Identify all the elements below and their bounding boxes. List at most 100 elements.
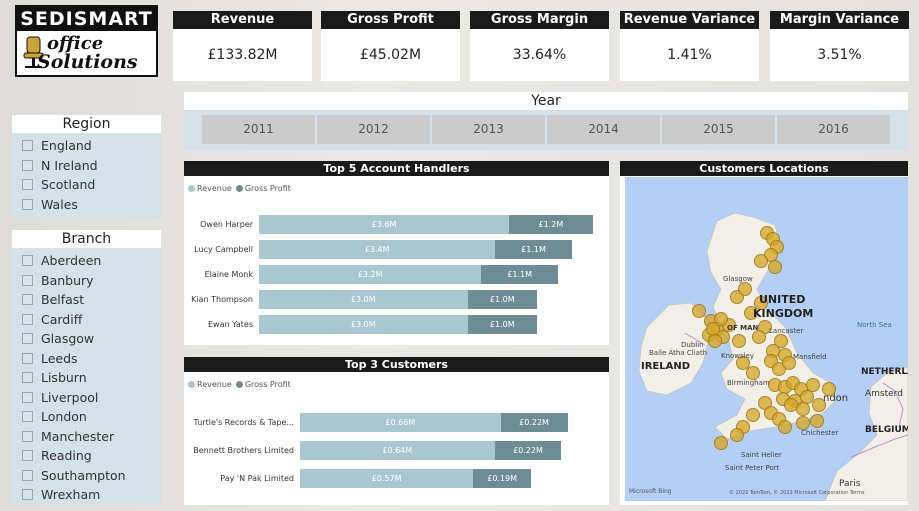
branch-option-glasgow[interactable]: Glasgow [12,329,161,349]
branch-option-belfast[interactable]: Belfast [12,290,161,310]
option-label: Lisburn [41,370,87,386]
checkbox[interactable] [22,179,33,191]
top-customers-chart: Top 3 Customers Revenue Gross Profit Tur… [184,357,609,505]
branch-option-banbury[interactable]: Banbury [12,271,161,291]
revenue-bar[interactable]: £3.2M [259,265,482,284]
gross-profit-bar[interactable]: £1.1M [481,265,558,284]
customer-location-marker[interactable] [714,312,728,326]
branch-option-lisburn[interactable]: Lisburn [12,368,161,388]
map-bing-attribution: Microsoft Bing [629,488,672,495]
option-label: Glasgow [41,331,95,347]
kpi-card-gross-margin: Gross Margin 33.64% [470,11,609,81]
customer-location-marker[interactable] [732,334,746,348]
revenue-bar[interactable]: £3.6M [259,215,510,234]
branch-option-cardiff[interactable]: Cardiff [12,310,161,330]
checkbox[interactable] [22,352,33,364]
customer-location-marker[interactable] [708,334,722,348]
checkbox[interactable] [22,255,33,267]
checkbox[interactable] [22,198,33,210]
branch-option-manchester[interactable]: Manchester [12,427,161,447]
map-label-lancaster: Lancaster [769,327,804,335]
chart-legend: Revenue Gross Profit [188,184,291,193]
revenue-bar[interactable]: £3.0M [259,315,468,334]
region-slicer: Region England N Ireland Scotland Wales [12,115,161,218]
customer-location-marker[interactable] [822,382,836,396]
customer-location-marker[interactable] [754,254,768,268]
year-button-2012[interactable]: 2012 [317,115,430,144]
customer-location-marker[interactable] [744,306,758,320]
customer-location-marker[interactable] [796,416,810,430]
checkbox[interactable] [22,333,33,345]
revenue-bar[interactable]: £0.66M [300,413,501,432]
year-button-2011[interactable]: 2011 [202,115,315,144]
customer-location-marker[interactable] [810,414,824,428]
customer-location-marker[interactable] [796,402,810,416]
year-button-2014[interactable]: 2014 [547,115,660,144]
checkbox[interactable] [22,469,33,481]
checkbox[interactable] [22,274,33,286]
checkbox[interactable] [22,391,33,403]
customer-location-marker[interactable] [746,366,760,380]
legend-revenue: Revenue [197,380,232,389]
region-option-england[interactable]: England [12,136,161,156]
customer-location-marker[interactable] [778,420,792,434]
chart-legend: Revenue Gross Profit [188,380,291,389]
customer-location-marker[interactable] [754,296,768,310]
customer-location-marker[interactable] [752,330,766,344]
customer-location-marker[interactable] [738,282,752,296]
company-logo: SEDISMART office Solutions [15,5,158,77]
customer-location-marker[interactable] [774,334,788,348]
branch-option-reading[interactable]: Reading [12,446,161,466]
checkbox[interactable] [22,450,33,462]
revenue-bar[interactable]: £0.64M [300,441,495,460]
gross-profit-bar[interactable]: £1.2M [509,215,593,234]
branch-option-leeds[interactable]: Leeds [12,349,161,369]
branch-option-southampton[interactable]: Southampton [12,466,161,486]
customer-location-marker[interactable] [782,356,796,370]
customer-location-marker[interactable] [768,260,782,274]
region-option-wales[interactable]: Wales [12,195,161,215]
region-option-n-ireland[interactable]: N Ireland [12,156,161,176]
customer-location-marker[interactable] [812,398,826,412]
map-copyright[interactable]: © 2022 TomTom, © 2022 Microsoft Corporat… [729,490,865,496]
customer-location-marker[interactable] [730,428,744,442]
customer-location-marker[interactable] [736,356,750,370]
map-title: Customers Locations [620,161,908,176]
checkbox[interactable] [22,313,33,325]
customer-location-marker[interactable] [692,304,706,318]
kpi-title: Margin Variance [770,11,909,29]
branch-option-wrexham[interactable]: Wrexham [12,485,161,505]
checkbox[interactable] [22,372,33,384]
region-option-scotland[interactable]: Scotland [12,175,161,195]
branch-option-liverpool[interactable]: Liverpool [12,388,161,408]
year-button-2015[interactable]: 2015 [662,115,775,144]
customer-location-marker[interactable] [784,398,798,412]
customer-location-marker[interactable] [714,436,728,450]
gross-profit-bar[interactable]: £0.22M [494,441,562,460]
year-button-2013[interactable]: 2013 [432,115,545,144]
checkbox[interactable] [22,159,33,171]
customer-location-marker[interactable] [746,408,760,422]
customer-location-marker[interactable] [806,378,820,392]
gross-profit-bar[interactable]: £0.19M [473,469,532,488]
year-button-2016[interactable]: 2016 [777,115,890,144]
checkbox[interactable] [22,430,33,442]
revenue-bar[interactable]: £3.0M [259,290,468,309]
checkbox[interactable] [22,489,33,501]
branch-option-london[interactable]: London [12,407,161,427]
revenue-bar[interactable]: £0.57M [300,469,474,488]
branch-option-aberdeen[interactable]: Aberdeen [12,251,161,271]
checkbox[interactable] [22,140,33,152]
customers-map[interactable]: UNITED KINGDOM IRELAND Glasgow Dublin Ba… [625,177,908,501]
gross-profit-bar[interactable]: £1.0M [467,315,537,334]
gross-profit-bar[interactable]: £1.0M [467,290,537,309]
revenue-bar[interactable]: £3.4M [259,240,496,259]
checkbox[interactable] [22,294,33,306]
legend-gross-profit: Gross Profit [244,184,291,193]
option-label: Scotland [41,177,96,193]
checkbox[interactable] [22,411,33,423]
map-label-uk: UNITED [759,293,806,306]
logo-top-text: SEDISMART [17,7,156,31]
gross-profit-bar[interactable]: £1.1M [495,240,572,259]
gross-profit-bar[interactable]: £0.22M [500,413,568,432]
